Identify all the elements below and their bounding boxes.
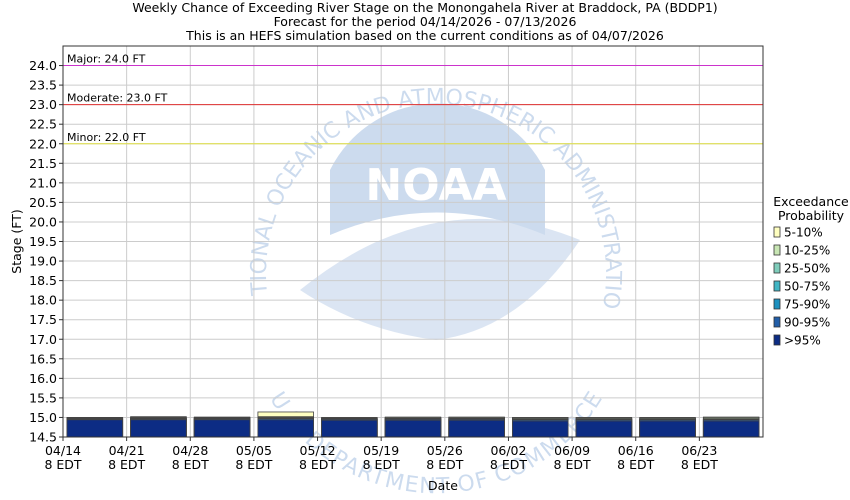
y-tick-label: 17.0 xyxy=(29,332,57,347)
x-tick-sublabel: 8 EDT xyxy=(490,457,527,472)
y-tick-label: 23.0 xyxy=(29,97,57,112)
chart-bars xyxy=(66,411,760,438)
y-tick-label: 18.0 xyxy=(29,293,57,308)
y-axis-label: Stage (FT) xyxy=(9,209,24,273)
y-tick-label: 14.5 xyxy=(29,430,57,445)
y-tick-label: 20.5 xyxy=(29,195,57,210)
x-tick-sublabel: 8 EDT xyxy=(172,457,209,472)
x-tick-label: 06/23 xyxy=(681,443,717,458)
y-tick-label: 17.5 xyxy=(29,312,57,327)
threshold-label: Major: 24.0 FT xyxy=(67,53,146,66)
legend-title: Probability xyxy=(778,208,845,223)
y-tick-label: 19.5 xyxy=(29,234,57,249)
y-tick-label: 22.0 xyxy=(29,136,57,151)
legend-swatch xyxy=(773,244,781,256)
threshold-label: Moderate: 23.0 FT xyxy=(67,92,168,105)
threshold-label: Minor: 22.0 FT xyxy=(67,131,146,144)
x-tick-label: 04/21 xyxy=(109,443,145,458)
x-tick-label: 05/12 xyxy=(300,443,336,458)
x-tick-label: 06/16 xyxy=(618,443,654,458)
legend-swatch xyxy=(773,280,781,292)
bar-segment xyxy=(512,420,569,438)
legend-item-label: 50-75% xyxy=(784,280,830,294)
legend-item-label: 10-25% xyxy=(784,244,830,258)
bar-segment xyxy=(321,419,378,438)
bar-segment xyxy=(193,419,251,438)
y-tick-label: 16.5 xyxy=(29,351,57,366)
legend-item-label: 75-90% xyxy=(784,298,830,312)
noaa-logo-text: NOAA xyxy=(365,160,506,211)
y-tick-label: 16.0 xyxy=(29,371,57,386)
noaa-logo-gull xyxy=(300,218,580,340)
x-axis-label: Date xyxy=(428,478,458,493)
y-tick-label: 21.5 xyxy=(29,156,57,171)
x-tick-label: 04/28 xyxy=(172,443,208,458)
chart-title: Weekly Chance of Exceeding River Stage o… xyxy=(132,0,718,15)
legend-swatch xyxy=(773,316,781,328)
chart-note: This is an HEFS simulation based on the … xyxy=(186,28,664,43)
x-tick-label: 06/09 xyxy=(554,443,590,458)
bar-segment xyxy=(384,419,442,438)
y-tick-label: 15.5 xyxy=(29,390,57,405)
legend-item-label: >95% xyxy=(784,334,821,348)
y-tick-label: 21.0 xyxy=(29,175,57,190)
legend-swatch xyxy=(773,226,781,238)
bar-segment xyxy=(130,419,187,438)
legend-item-label: 5-10% xyxy=(784,226,823,240)
x-tick-sublabel: 8 EDT xyxy=(617,457,654,472)
x-tick-sublabel: 8 EDT xyxy=(681,457,718,472)
x-tick-sublabel: 8 EDT xyxy=(235,457,272,472)
legend-title: Exceedance xyxy=(773,194,849,209)
x-tick-label: 05/05 xyxy=(236,443,272,458)
x-tick-label: 06/02 xyxy=(490,443,526,458)
bar-segment xyxy=(702,420,760,438)
y-tick-label: 23.5 xyxy=(29,78,57,93)
x-tick-sublabel: 8 EDT xyxy=(554,457,591,472)
legend-swatch xyxy=(773,298,781,310)
flood-thresholds: Major: 24.0 FT Moderate: 23.0 FT Minor: 22… xyxy=(63,53,763,145)
y-tick-label: 18.5 xyxy=(29,273,57,288)
bar-segment xyxy=(575,420,633,438)
bar-segment xyxy=(448,419,505,438)
y-tick-label: 24.0 xyxy=(29,58,57,73)
x-tick-label: 05/19 xyxy=(363,443,399,458)
y-tick-label: 22.5 xyxy=(29,117,57,132)
legend-item-label: 90-95% xyxy=(784,316,830,330)
bar-segment xyxy=(66,419,124,438)
y-axis: 14.5 15.0 15.5 16.0 16.5 17.0 17.5 18.0 18.5 19.0… xyxy=(29,58,63,445)
y-tick-label: 19.0 xyxy=(29,254,57,269)
bar-segment xyxy=(257,419,314,438)
x-tick-label: 05/26 xyxy=(427,443,463,458)
bar-segment xyxy=(639,420,696,438)
x-tick-sublabel: 8 EDT xyxy=(363,457,400,472)
y-tick-label: 20.0 xyxy=(29,214,57,229)
legend-swatch xyxy=(773,334,781,346)
x-tick-sublabel: 8 EDT xyxy=(426,457,463,472)
x-tick-sublabel: 8 EDT xyxy=(108,457,145,472)
legend-swatch xyxy=(773,262,781,274)
x-tick-sublabel: 8 EDT xyxy=(299,457,336,472)
chart-subtitle: Forecast for the period 04/14/2026 - 07/… xyxy=(273,14,577,29)
x-tick-label: 04/14 xyxy=(45,443,81,458)
x-tick-sublabel: 8 EDT xyxy=(44,457,81,472)
y-tick-label: 15.0 xyxy=(29,410,57,425)
legend-item-label: 25-50% xyxy=(784,262,830,276)
